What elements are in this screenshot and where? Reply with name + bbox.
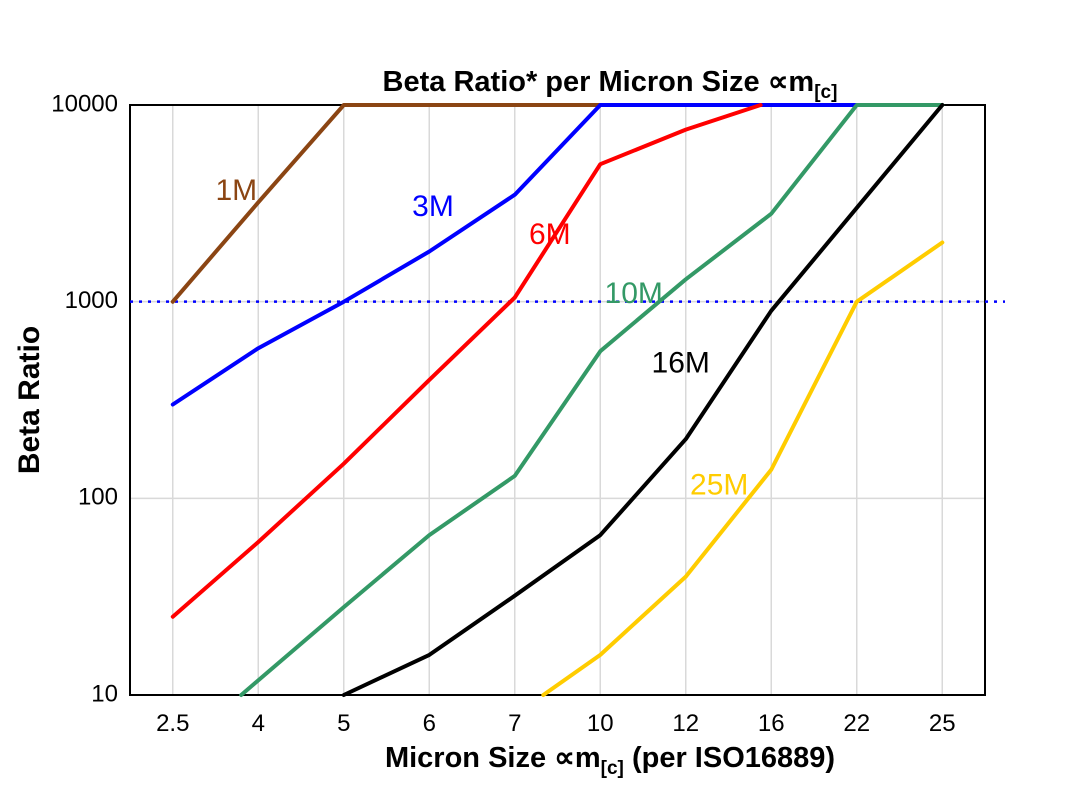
x-tick-label: 5	[337, 710, 350, 737]
y-tick-label: 1000	[65, 287, 118, 314]
series-line-6M	[170, 103, 763, 619]
x-tick-label: 2.5	[156, 710, 189, 737]
series-line-3M	[170, 103, 859, 407]
x-tick-label: 10	[587, 710, 614, 737]
series-label-1M: 1M	[216, 174, 258, 207]
x-tick-label: 16	[758, 710, 785, 737]
x-axis-label-subscript: [c]	[600, 758, 624, 779]
x-axis-label: Micron Size ∝m[c] (per ISO16889)	[130, 740, 1090, 779]
series-label-6M: 6M	[529, 218, 571, 251]
x-tick-label: 4	[252, 710, 265, 737]
chart-title: Beta Ratio* per Micron Size ∝m[c]	[130, 64, 1090, 103]
series-label-16M: 16M	[652, 346, 710, 379]
series-label-3M: 3M	[412, 190, 454, 223]
x-axis-label-text: Micron Size ∝m	[384, 742, 601, 774]
y-tick-label: 10000	[51, 90, 118, 117]
y-tick-label: 10	[91, 680, 118, 707]
series-line-16M	[341, 103, 945, 697]
x-axis-label-suffix: (per ISO16889)	[623, 742, 836, 774]
chart-title-text: Beta Ratio* per Micron Size ∝m	[382, 66, 815, 98]
series-line-10M	[239, 103, 945, 697]
series-line-1M	[170, 103, 603, 304]
series-label-25M: 25M	[690, 468, 748, 501]
x-tick-label: 7	[508, 710, 521, 737]
series-line-25M	[541, 240, 945, 697]
x-tick-label: 22	[843, 710, 870, 737]
series-label-10M: 10M	[605, 277, 663, 310]
x-tick-label: 12	[672, 710, 699, 737]
x-tick-label: 6	[423, 710, 436, 737]
chart-title-subscript: [c]	[814, 82, 838, 103]
y-tick-label: 100	[78, 484, 118, 511]
x-tick-label: 25	[929, 710, 956, 737]
y-axis-label: Beta Ratio	[13, 325, 46, 475]
